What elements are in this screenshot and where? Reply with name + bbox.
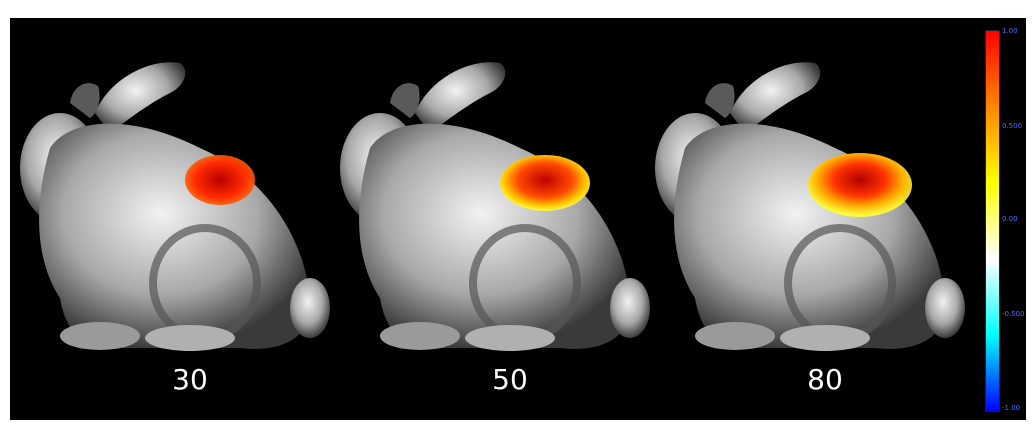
colorbar-tick: 0.00 [1002,215,1018,223]
colorbar-tick: -0.500 [1002,310,1025,318]
bunny-mesh-2 [340,62,650,351]
bunny-panel-3: 80 [645,18,975,420]
colorbar-tick: 1.00 [1002,27,1018,35]
bunny-panel-2: 50 [330,18,660,420]
colorbar-tick: 0.500 [1002,122,1023,130]
bunny-mesh-1 [20,62,330,351]
panel-label: 30 [172,363,208,396]
bunny-panel-1: 30 [10,18,340,420]
panel-label: 80 [807,363,843,396]
colorbar-tick: -1.00 [1002,404,1021,412]
visualization-canvas: 30 [10,18,1026,420]
bunny-mesh-3 [655,62,965,351]
panel-label: 50 [492,363,528,396]
color-scale-bar [985,30,1000,412]
